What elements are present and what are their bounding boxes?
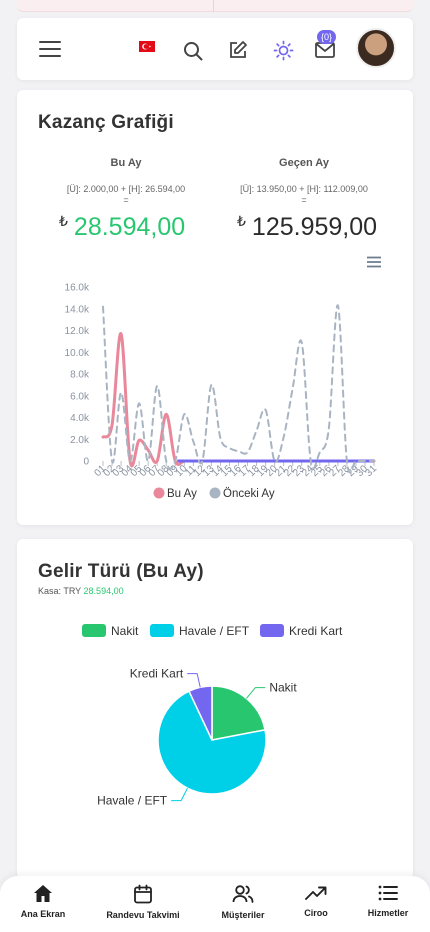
legend-label: Havale / EFT xyxy=(179,624,250,638)
user-avatar[interactable] xyxy=(356,28,396,68)
earnings-line-chart: 02.0k4.0k6.0k8.0k10.0k12.0k14.0k16.0k010… xyxy=(65,283,380,501)
y-tick-label: 2.0k xyxy=(70,435,90,446)
y-tick-label: 0 xyxy=(83,457,89,468)
this-month-total-wrap: ₺ 28.594,00 xyxy=(59,213,185,242)
kasa-value: 28.594,00 xyxy=(83,586,124,596)
legend-swatch xyxy=(260,624,284,637)
lira-symbol: ₺ xyxy=(59,213,68,229)
y-tick-label: 12.0k xyxy=(65,326,90,337)
legend-label: Bu Ay xyxy=(167,488,197,500)
notification-badge: {0} xyxy=(317,30,337,44)
last-month-detail: [Ü]: 13.950,00 + [H]: 112.009,00 xyxy=(240,184,368,194)
y-tick-label: 8.0k xyxy=(70,370,90,381)
legend-label: Nakit xyxy=(111,624,139,638)
income-type-subtitle: Kasa: TRY 28.594,00 xyxy=(38,586,124,596)
sun-icon[interactable] xyxy=(273,40,294,61)
pie-label: Kredi Kart xyxy=(130,667,184,681)
legend-marker xyxy=(153,487,165,499)
income-type-card: Gelir Türü (Bu Ay) Kasa: TRY 28.594,00 N… xyxy=(17,539,413,879)
y-tick-label: 16.0k xyxy=(65,283,90,294)
nav-item-services[interactable]: Hizmetler xyxy=(345,884,430,918)
turkey-flag-icon[interactable] xyxy=(139,41,155,52)
pie-slice xyxy=(188,685,213,741)
nav-label: Ana Ekran xyxy=(20,909,66,919)
nav-label: Randevu Takvimi xyxy=(106,910,180,920)
series-line-onceki-ay xyxy=(102,304,375,474)
list-icon xyxy=(378,885,398,901)
legend-swatch xyxy=(150,624,174,637)
this-month-summary: Bu Ay [Ü]: 2.000,00 + [H]: 26.594,00 = xyxy=(41,157,211,205)
x-tick-label: 31 xyxy=(363,463,379,479)
last-month-summary: Geçen Ay [Ü]: 13.950,00 + [H]: 112.009,0… xyxy=(219,157,389,205)
home-icon xyxy=(34,885,52,902)
last-month-total: 125.959,00 xyxy=(251,213,378,241)
legend-marker xyxy=(209,487,221,499)
bottom-navigation: Ana Ekran Randevu Takvimi Müşteriler Cir… xyxy=(0,876,430,932)
y-tick-label: 14.0k xyxy=(65,304,90,315)
pie-slice xyxy=(157,690,267,795)
pie-leader-line xyxy=(171,787,188,802)
income-type-title: Gelir Türü (Bu Ay) xyxy=(38,561,204,582)
nav-item-customers[interactable]: Müşteriler xyxy=(200,884,286,920)
legend-label: Önceki Ay xyxy=(223,488,275,500)
lira-symbol: ₺ xyxy=(237,213,246,229)
pie-slice xyxy=(211,685,266,741)
mail-icon[interactable] xyxy=(315,42,335,58)
earnings-chart-card: Kazanç Grafiği Bu Ay [Ü]: 2.000,00 + [H]… xyxy=(17,90,413,525)
y-tick-label: 6.0k xyxy=(70,391,90,402)
calendar-icon xyxy=(134,884,152,904)
last-month-equals: = xyxy=(301,195,307,205)
nav-label: Ciroo xyxy=(304,908,328,918)
this-month-equals: = xyxy=(123,195,129,205)
last-month-label: Geçen Ay xyxy=(279,157,329,169)
y-tick-label: 4.0k xyxy=(70,413,90,424)
menu-icon[interactable] xyxy=(39,40,61,58)
this-month-label: Bu Ay xyxy=(110,157,142,169)
nav-item-ciroo[interactable]: Ciroo xyxy=(273,884,359,918)
this-month-total: 28.594,00 xyxy=(73,213,186,241)
income-type-pie-chart: Nakit Havale / EFT Kredi Kart Nakit Havale /… xyxy=(82,624,343,808)
pie-label: Nakit xyxy=(269,681,297,695)
legend-swatch xyxy=(82,624,106,637)
y-tick-label: 10.0k xyxy=(65,348,90,359)
top-navbar: {0} xyxy=(17,18,413,80)
last-month-total-wrap: ₺ 125.959,00 xyxy=(237,213,377,242)
nav-label: Müşteriler xyxy=(221,910,265,920)
pie-leader-line xyxy=(187,673,201,688)
nav-label: Hizmetler xyxy=(367,908,409,918)
nav-item-calendar[interactable]: Randevu Takvimi xyxy=(100,884,186,920)
trending-up-icon xyxy=(305,886,327,900)
nav-item-home[interactable]: Ana Ekran xyxy=(0,884,86,919)
chart-menu-icon[interactable] xyxy=(366,256,382,268)
edit-icon[interactable] xyxy=(228,40,248,60)
users-icon xyxy=(232,885,254,903)
kasa-label: Kasa: TRY xyxy=(38,586,82,596)
pie-leader-line xyxy=(246,687,266,699)
search-icon[interactable] xyxy=(183,41,203,61)
pie-label: Havale / EFT xyxy=(97,794,168,808)
series-line-bu-ay xyxy=(101,332,376,468)
this-month-detail: [Ü]: 2.000,00 + [H]: 26.594,00 xyxy=(66,184,186,194)
legend-label: Kredi Kart xyxy=(289,624,343,638)
top-strip xyxy=(17,0,413,12)
earnings-title: Kazanç Grafiği xyxy=(38,112,174,133)
